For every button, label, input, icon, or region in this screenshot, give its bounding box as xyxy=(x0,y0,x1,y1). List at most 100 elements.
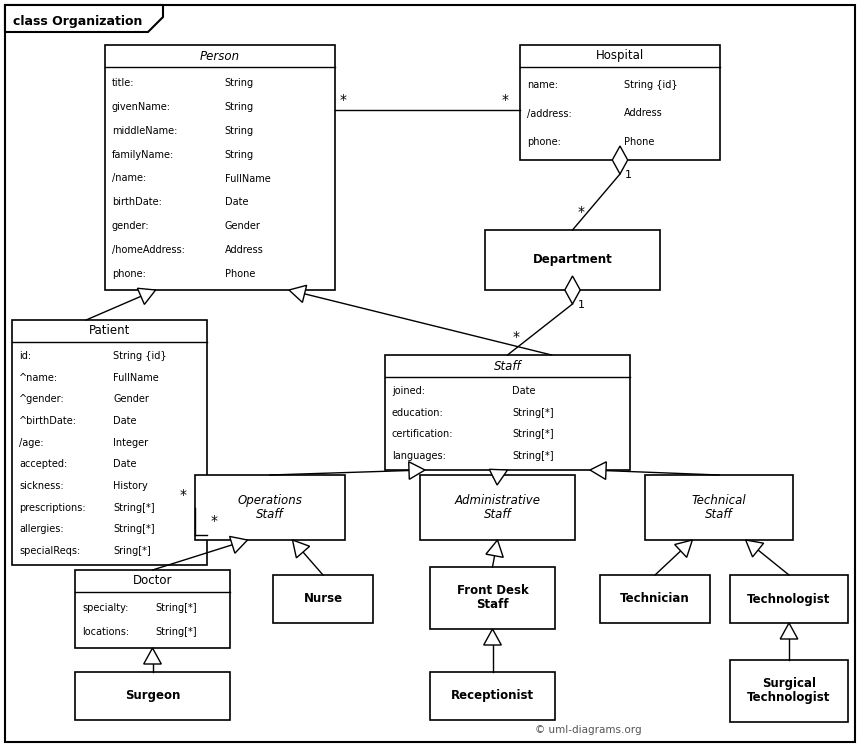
Polygon shape xyxy=(5,5,163,32)
Polygon shape xyxy=(612,146,628,174)
Text: Nurse: Nurse xyxy=(304,592,342,606)
Text: title:: title: xyxy=(112,78,134,87)
Text: Hospital: Hospital xyxy=(596,49,644,63)
Text: specialReqs:: specialReqs: xyxy=(19,546,80,556)
Polygon shape xyxy=(486,540,503,557)
FancyBboxPatch shape xyxy=(5,5,855,742)
Text: /address:: /address: xyxy=(527,108,572,119)
FancyBboxPatch shape xyxy=(430,672,555,720)
Polygon shape xyxy=(746,540,764,557)
Text: Receptionist: Receptionist xyxy=(451,689,534,702)
Text: middleName:: middleName: xyxy=(112,125,177,135)
Text: *: * xyxy=(211,514,218,528)
FancyBboxPatch shape xyxy=(520,45,720,160)
Text: String {id}: String {id} xyxy=(624,81,678,90)
Text: Technologist: Technologist xyxy=(747,692,831,704)
Text: *: * xyxy=(180,489,187,503)
Text: Surgical: Surgical xyxy=(762,678,816,690)
Text: String: String xyxy=(224,102,254,111)
FancyBboxPatch shape xyxy=(75,672,230,720)
Text: String {id}: String {id} xyxy=(114,351,167,361)
Text: specialty:: specialty: xyxy=(82,603,128,613)
Text: Date: Date xyxy=(224,197,248,208)
Polygon shape xyxy=(138,288,156,305)
Text: Technician: Technician xyxy=(620,592,690,606)
Text: Staff: Staff xyxy=(256,508,284,521)
Polygon shape xyxy=(780,623,798,639)
Text: *: * xyxy=(502,93,509,107)
Text: Phone: Phone xyxy=(624,137,654,146)
Text: *: * xyxy=(513,330,519,344)
Polygon shape xyxy=(144,648,162,664)
Text: String[*]: String[*] xyxy=(114,524,155,534)
Text: String[*]: String[*] xyxy=(156,603,197,613)
Text: String[*]: String[*] xyxy=(513,430,554,439)
Text: String: String xyxy=(224,78,254,87)
Text: Patient: Patient xyxy=(89,324,130,338)
FancyBboxPatch shape xyxy=(430,567,555,629)
Text: sickness:: sickness: xyxy=(19,481,64,491)
Text: Date: Date xyxy=(114,416,137,426)
Text: Phone: Phone xyxy=(224,270,255,279)
Text: Staff: Staff xyxy=(476,598,509,612)
FancyBboxPatch shape xyxy=(195,475,345,540)
Text: certification:: certification: xyxy=(392,430,453,439)
Text: Date: Date xyxy=(114,459,137,469)
Text: familyName:: familyName: xyxy=(112,149,175,160)
Text: Address: Address xyxy=(624,108,663,119)
Polygon shape xyxy=(590,462,606,480)
Text: Staff: Staff xyxy=(705,508,733,521)
Text: String[*]: String[*] xyxy=(114,503,155,512)
FancyBboxPatch shape xyxy=(75,570,230,648)
FancyBboxPatch shape xyxy=(485,230,660,290)
Text: /name:: /name: xyxy=(112,173,146,184)
Text: education:: education: xyxy=(392,408,444,418)
Text: Integer: Integer xyxy=(114,438,149,447)
Text: languages:: languages: xyxy=(392,451,445,461)
Text: Administrative: Administrative xyxy=(454,494,540,507)
Text: FullName: FullName xyxy=(114,373,159,382)
Text: Surgeon: Surgeon xyxy=(125,689,181,702)
Text: locations:: locations: xyxy=(82,627,129,637)
Text: Address: Address xyxy=(224,246,263,255)
Text: id:: id: xyxy=(19,351,31,361)
Text: *: * xyxy=(578,205,585,219)
Text: Technologist: Technologist xyxy=(747,592,831,606)
Text: String: String xyxy=(224,149,254,160)
Text: joined:: joined: xyxy=(392,386,425,396)
FancyBboxPatch shape xyxy=(600,575,710,623)
Text: Operations: Operations xyxy=(237,494,303,507)
FancyBboxPatch shape xyxy=(273,575,373,623)
FancyBboxPatch shape xyxy=(645,475,793,540)
Text: prescriptions:: prescriptions: xyxy=(19,503,86,512)
Text: Front Desk: Front Desk xyxy=(457,584,528,598)
Text: allergies:: allergies: xyxy=(19,524,64,534)
Text: name:: name: xyxy=(527,81,558,90)
Text: String[*]: String[*] xyxy=(513,408,554,418)
Text: /homeAddress:: /homeAddress: xyxy=(112,246,185,255)
Text: FullName: FullName xyxy=(224,173,270,184)
Text: Department: Department xyxy=(532,253,612,267)
Polygon shape xyxy=(489,469,507,485)
Text: phone:: phone: xyxy=(112,270,146,279)
Polygon shape xyxy=(289,285,307,303)
Polygon shape xyxy=(230,536,248,554)
Polygon shape xyxy=(565,276,580,304)
FancyBboxPatch shape xyxy=(12,320,207,565)
Text: History: History xyxy=(114,481,148,491)
Text: phone:: phone: xyxy=(527,137,561,146)
FancyBboxPatch shape xyxy=(105,45,335,290)
Text: Date: Date xyxy=(513,386,536,396)
Text: /age:: /age: xyxy=(19,438,44,447)
Text: Sring[*]: Sring[*] xyxy=(114,546,151,556)
Text: givenName:: givenName: xyxy=(112,102,171,111)
Text: *: * xyxy=(340,93,347,107)
Text: Staff: Staff xyxy=(494,359,521,373)
Polygon shape xyxy=(292,540,310,558)
Text: © uml-diagrams.org: © uml-diagrams.org xyxy=(535,725,642,735)
Text: Technical: Technical xyxy=(691,494,746,507)
Text: Gender: Gender xyxy=(114,394,150,404)
Polygon shape xyxy=(674,540,692,557)
Text: accepted:: accepted: xyxy=(19,459,67,469)
Text: Staff: Staff xyxy=(483,508,512,521)
